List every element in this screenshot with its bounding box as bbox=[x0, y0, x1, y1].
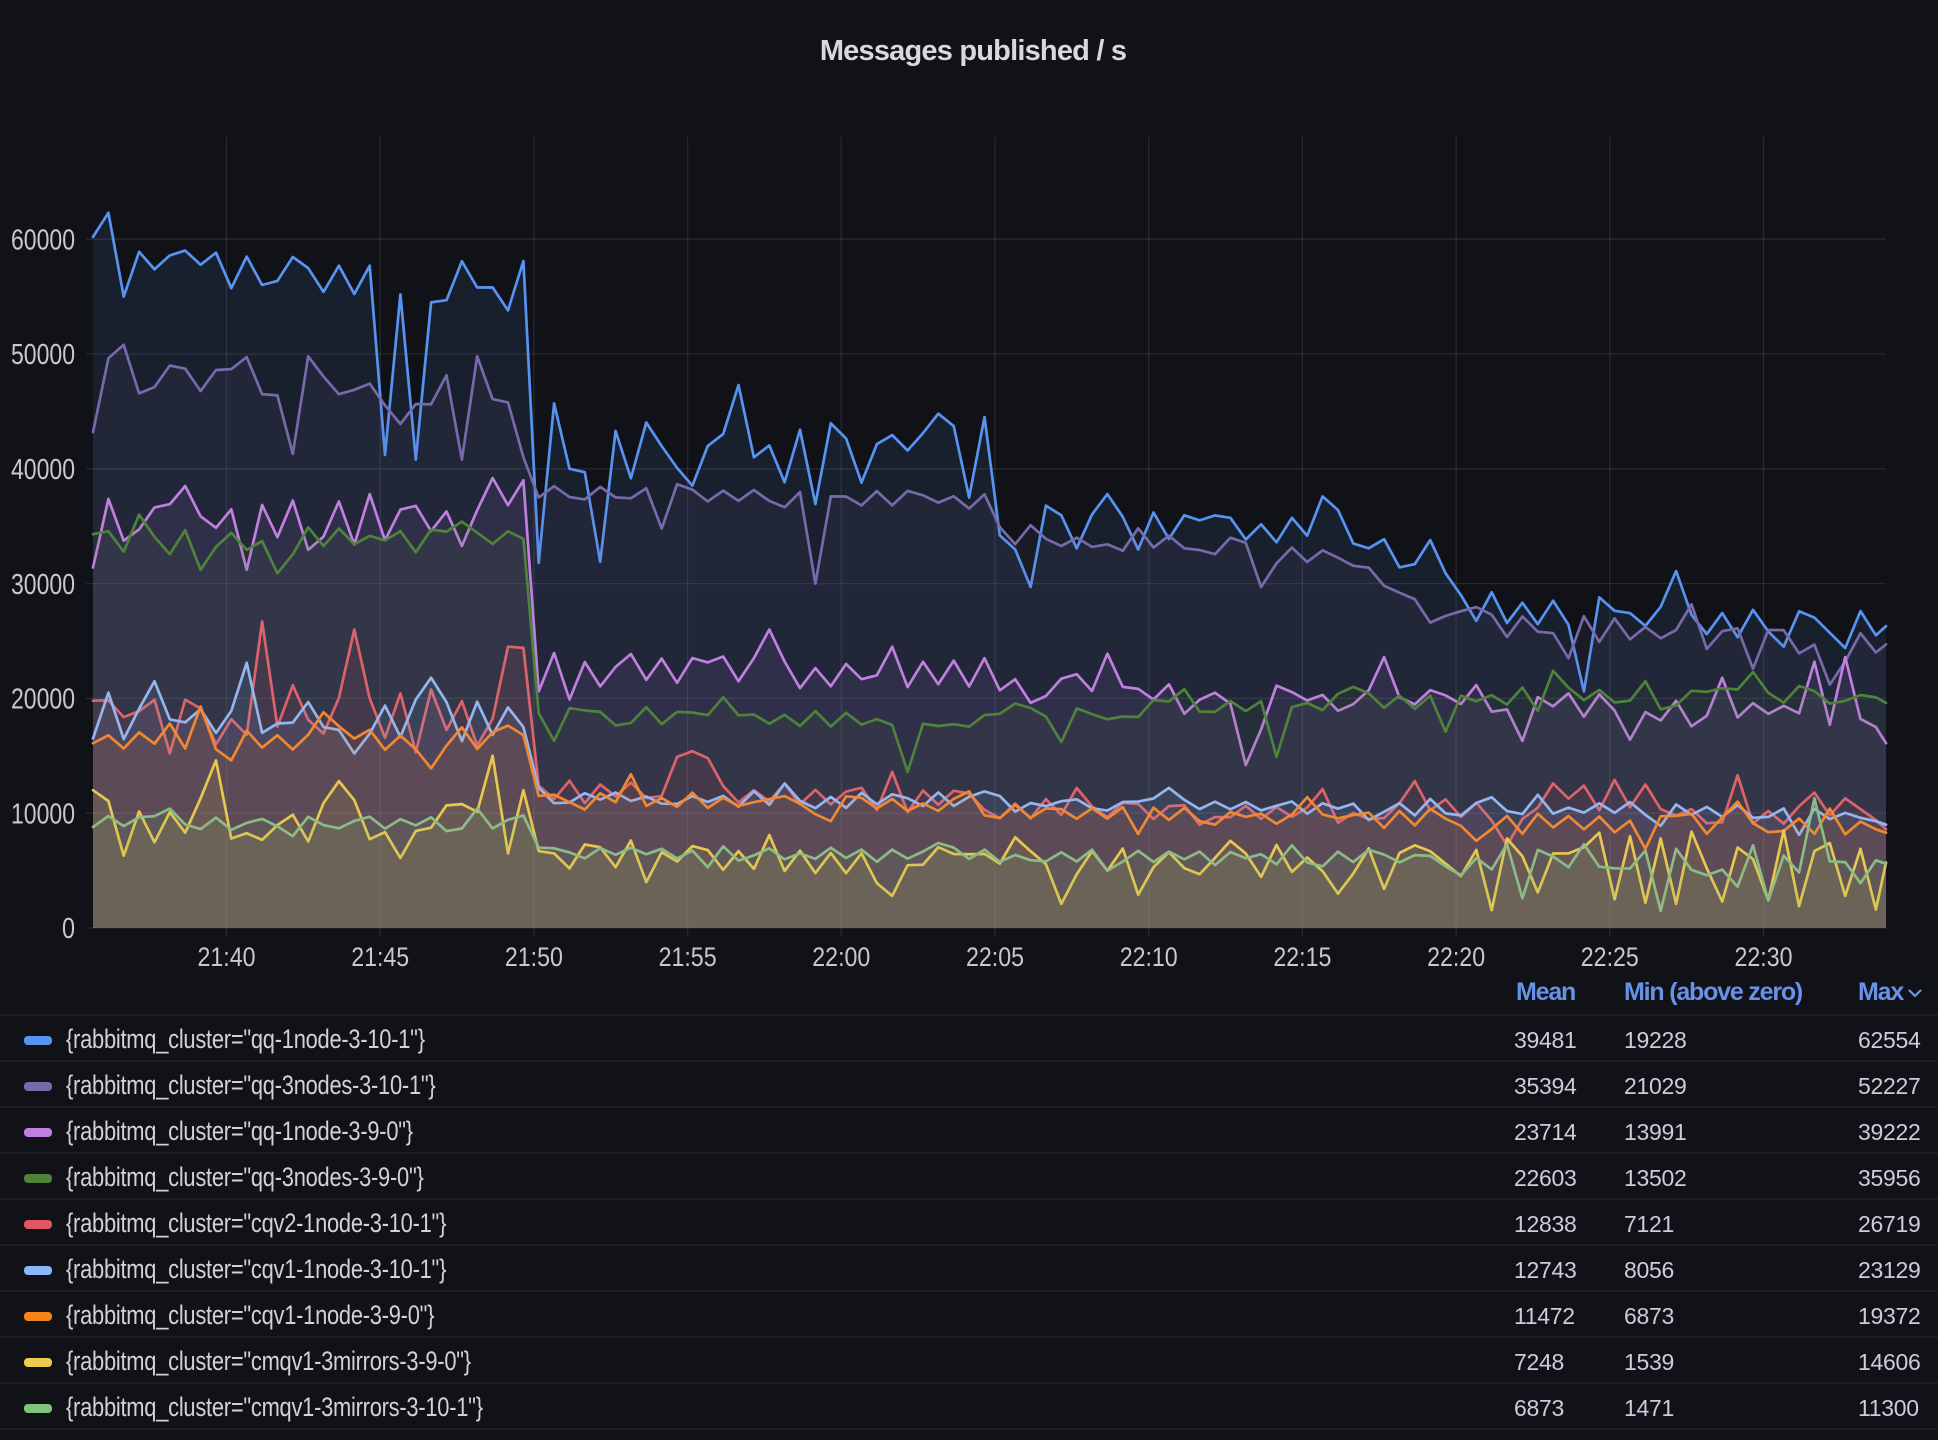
svg-text:60000: 60000 bbox=[11, 224, 75, 256]
svg-text:21:55: 21:55 bbox=[659, 942, 717, 972]
svg-text:10000: 10000 bbox=[11, 798, 75, 830]
svg-text:40000: 40000 bbox=[11, 454, 75, 486]
svg-text:30000: 30000 bbox=[11, 569, 75, 601]
svg-text:20000: 20000 bbox=[11, 684, 75, 716]
svg-text:22:10: 22:10 bbox=[1120, 942, 1178, 972]
svg-text:21:40: 21:40 bbox=[198, 942, 256, 972]
svg-text:22:20: 22:20 bbox=[1427, 942, 1485, 972]
svg-text:21:50: 21:50 bbox=[505, 942, 563, 972]
svg-text:22:05: 22:05 bbox=[966, 942, 1024, 972]
svg-text:22:15: 22:15 bbox=[1273, 942, 1331, 972]
svg-text:0: 0 bbox=[62, 913, 75, 945]
svg-text:22:30: 22:30 bbox=[1735, 942, 1793, 972]
svg-text:22:00: 22:00 bbox=[812, 942, 870, 972]
svg-text:50000: 50000 bbox=[11, 339, 75, 371]
svg-text:22:25: 22:25 bbox=[1581, 942, 1639, 972]
svg-text:21:45: 21:45 bbox=[351, 942, 409, 972]
